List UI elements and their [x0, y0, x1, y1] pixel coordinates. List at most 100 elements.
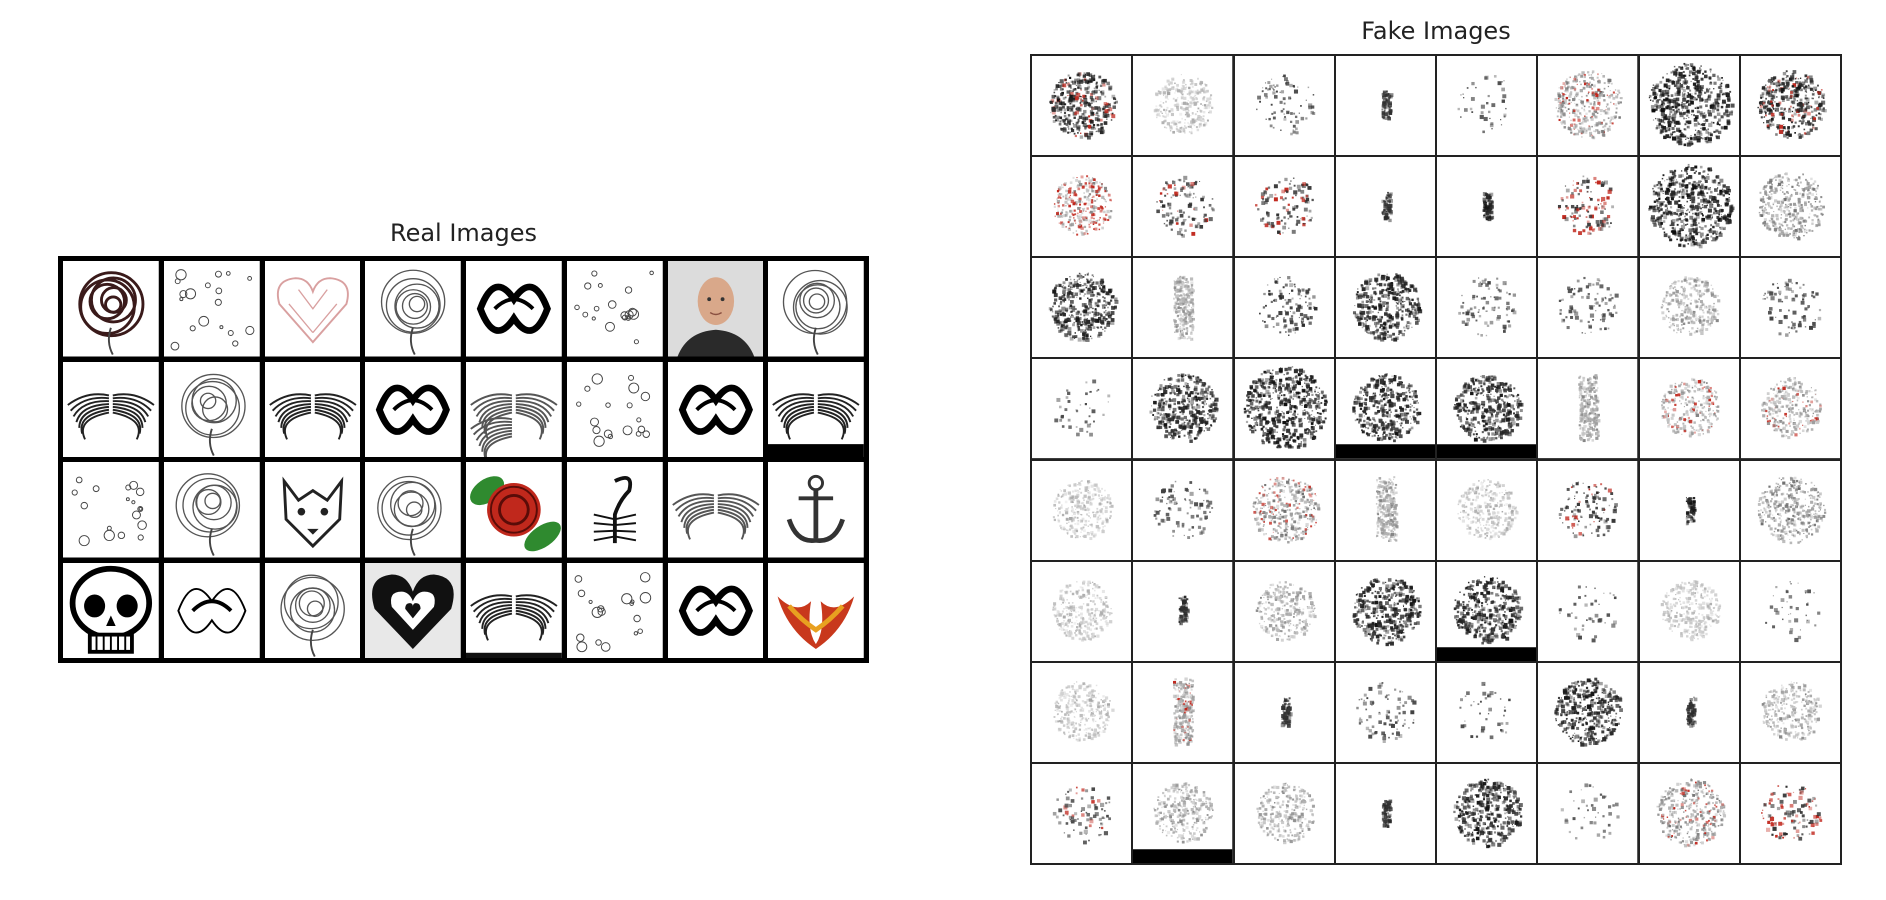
fake-image-tile	[1133, 763, 1233, 863]
real-image-tile	[466, 462, 562, 558]
real-image-tile	[63, 462, 159, 558]
real-image-tile	[264, 562, 361, 658]
real-image-tile	[163, 562, 260, 658]
fake-image-tile	[1740, 359, 1840, 459]
fake-image-tile	[1335, 56, 1435, 156]
fake-images-title: Fake Images	[1361, 17, 1511, 45]
fake-image-tile	[1335, 157, 1435, 257]
fake-image-tile	[1639, 561, 1739, 661]
fake-image-tile	[1335, 359, 1435, 459]
fake-image-tile	[1639, 258, 1739, 358]
real-image-tile	[264, 261, 361, 357]
fake-image-tile	[1639, 157, 1739, 257]
real-image-tile	[264, 361, 361, 457]
real-image-tile	[63, 261, 159, 357]
fake-images-grid	[1030, 54, 1842, 865]
real-image-tile	[466, 261, 562, 357]
fake-image-tile	[1335, 763, 1435, 863]
real-image-tile	[63, 562, 159, 658]
fake-image-tile	[1538, 258, 1638, 358]
fake-image-tile	[1234, 460, 1334, 560]
fake-image-tile	[1032, 359, 1132, 459]
real-image-tile	[163, 361, 260, 457]
real-image-tile	[768, 462, 864, 558]
fake-image-tile	[1538, 561, 1638, 661]
fake-image-tile	[1639, 763, 1739, 863]
real-image-tile	[365, 462, 461, 558]
fake-image-tile	[1639, 662, 1739, 762]
fake-image-tile	[1133, 359, 1233, 459]
fake-image-tile	[1032, 460, 1132, 560]
real-image-tile	[365, 361, 461, 457]
fake-image-tile	[1437, 56, 1537, 156]
real-image-tile	[566, 462, 663, 558]
fake-image-tile	[1234, 56, 1334, 156]
fake-image-tile	[1234, 561, 1334, 661]
real-image-tile	[667, 261, 764, 357]
fake-image-tile	[1133, 258, 1233, 358]
fake-image-tile	[1335, 662, 1435, 762]
fake-image-tile	[1538, 662, 1638, 762]
real-image-tile	[667, 361, 764, 457]
fake-image-tile	[1437, 460, 1537, 560]
fake-image-tile	[1234, 258, 1334, 358]
fake-image-tile	[1437, 662, 1537, 762]
fake-image-tile	[1437, 258, 1537, 358]
fake-image-tile	[1032, 561, 1132, 661]
real-image-tile	[768, 261, 864, 357]
fake-image-tile	[1740, 157, 1840, 257]
fake-image-tile	[1740, 56, 1840, 156]
real-images-title: Real Images	[389, 219, 538, 247]
fake-image-tile	[1740, 561, 1840, 661]
real-image-tile	[566, 361, 663, 457]
real-image-tile	[63, 361, 159, 457]
fake-image-tile	[1639, 56, 1739, 156]
fake-image-tile	[1335, 258, 1435, 358]
real-image-tile	[667, 562, 764, 658]
fake-image-tile	[1740, 763, 1840, 863]
real-image-tile	[566, 261, 663, 357]
fake-image-tile	[1234, 157, 1334, 257]
fake-image-tile	[1032, 258, 1132, 358]
real-image-tile	[163, 261, 260, 357]
real-image-tile	[365, 562, 461, 658]
fake-image-tile	[1740, 662, 1840, 762]
fake-image-tile	[1437, 763, 1537, 863]
real-image-tile	[466, 361, 562, 457]
fake-image-tile	[1234, 359, 1334, 459]
fake-image-tile	[1740, 258, 1840, 358]
fake-image-tile	[1234, 662, 1334, 762]
fake-image-tile	[1437, 561, 1537, 661]
real-image-tile	[365, 261, 461, 357]
fake-image-tile	[1234, 763, 1334, 863]
fake-image-tile	[1639, 460, 1739, 560]
fake-image-tile	[1133, 56, 1233, 156]
real-image-tile	[667, 462, 764, 558]
fake-image-tile	[1335, 561, 1435, 661]
real-image-tile	[264, 462, 361, 558]
fake-image-tile	[1032, 56, 1132, 156]
real-image-tile	[768, 361, 864, 457]
fake-image-tile	[1133, 561, 1233, 661]
fake-image-tile	[1133, 662, 1233, 762]
fake-image-tile	[1538, 157, 1638, 257]
fake-image-tile	[1740, 460, 1840, 560]
fake-image-tile	[1335, 460, 1435, 560]
fake-image-tile	[1133, 460, 1233, 560]
fake-image-tile	[1538, 460, 1638, 560]
fake-image-tile	[1032, 763, 1132, 863]
real-images-grid	[58, 256, 869, 663]
real-image-tile	[768, 562, 864, 658]
fake-image-tile	[1538, 56, 1638, 156]
fake-image-tile	[1437, 157, 1537, 257]
real-image-tile	[163, 462, 260, 558]
fake-image-tile	[1538, 763, 1638, 863]
fake-image-tile	[1639, 359, 1739, 459]
fake-image-tile	[1032, 662, 1132, 762]
real-image-tile	[566, 562, 663, 658]
real-image-tile	[466, 562, 562, 658]
fake-image-tile	[1032, 157, 1132, 257]
fake-image-tile	[1133, 157, 1233, 257]
fake-image-tile	[1538, 359, 1638, 459]
fake-image-tile	[1437, 359, 1537, 459]
